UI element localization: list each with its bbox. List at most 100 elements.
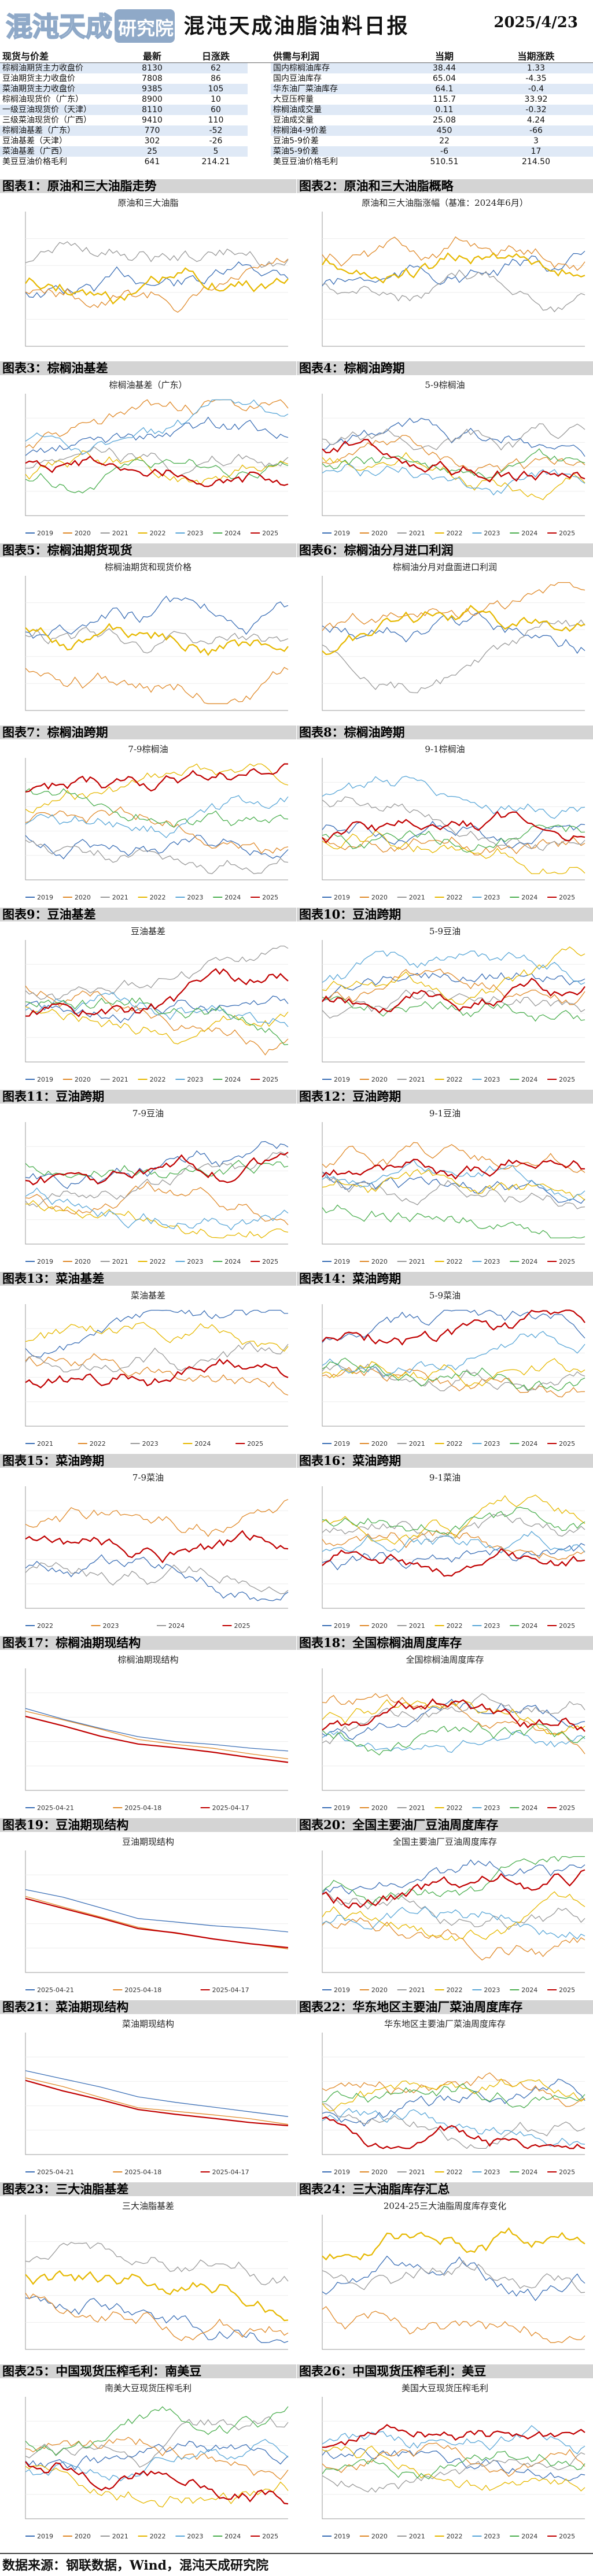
row-label: 菜油5-9价差 <box>271 146 410 157</box>
legend-label: 2022 <box>447 2533 463 2540</box>
column-gap <box>248 62 271 73</box>
legend-label: 2021 <box>37 1440 53 1448</box>
chart-plot: 2025-04-21 2025-04-18 2025-04-17 <box>25 2033 289 2176</box>
series-line <box>25 2270 289 2322</box>
series-line <box>25 2438 289 2482</box>
table-row: 豆油期货主力收盘价 7808 86 国内豆油库存 65.04 -4.35 <box>0 73 593 84</box>
series-line <box>322 1906 585 1940</box>
chart-panel-title: 图表24：三大油脂库存汇总 <box>297 2182 593 2196</box>
row-value: 86 <box>211 73 221 83</box>
row-value: 110 <box>208 115 224 125</box>
chart-plot: 2019 2020 2021 2022 2023 2024 2025 <box>322 758 585 901</box>
chart-panel-title: 图表5：棕榈油期货现货 <box>0 543 296 557</box>
axis <box>25 2033 288 2155</box>
chart-panel-title: 图表9：豆油基差 <box>0 908 296 921</box>
chart-panel-title: 图表20：全国主要油厂豆油周度库存 <box>297 1818 593 1832</box>
series-line <box>25 455 289 487</box>
legend-label: 2023 <box>187 1258 203 1265</box>
series-line <box>322 1543 585 1571</box>
axis <box>25 394 288 516</box>
series-line <box>25 1152 289 1186</box>
table-row: 棕榈油期货主力收盘价 8130 62 国内棕榈油库存 38.44 1.33 <box>0 62 593 73</box>
series-line <box>322 1891 585 1941</box>
axis <box>322 1122 585 1245</box>
chart-body: 2019 2020 2021 2022 2023 2024 2025 全国主要油厂豆油周度库存 <box>297 1832 593 2000</box>
series-line <box>25 623 289 656</box>
legend-label: 2020 <box>75 530 91 537</box>
chart-title: 华东地区主要油厂菜油周度库存 <box>384 2019 506 2029</box>
series-line <box>25 261 289 298</box>
legend-label: 2020 <box>75 1258 91 1265</box>
legend-label: 2022 <box>150 1076 166 1083</box>
axis <box>25 940 288 1063</box>
legend-label: 2022 <box>447 1622 463 1630</box>
chart-title: 南美大豆现货压榨毛利 <box>104 2383 191 2393</box>
column-header: 当期涨跌 <box>479 51 593 63</box>
series-line <box>322 2452 585 2493</box>
chart-panel: 图表17：棕榈油期现结构 2025-04-21 2025-04-18 2025-04-… <box>0 1636 296 1818</box>
row-value: -0.4 <box>479 83 593 94</box>
chart-panel: 图表10：豆油跨期 2019 2020 2021 2022 2023 2024 2025 5-9… <box>297 908 593 1090</box>
series-line <box>322 439 585 483</box>
report-header: 混沌天成 研究院 混沌天成油脂油料日报 2025/4/23 <box>0 0 593 51</box>
chart-title: 7-9棕榈油 <box>128 744 168 754</box>
legend-label: 2020 <box>371 1258 388 1265</box>
axis <box>25 576 288 711</box>
series-line <box>25 2079 289 2126</box>
series-line <box>322 619 585 694</box>
row-value: 10 <box>211 94 221 104</box>
row-label: 三级菜油现货价（广西） <box>2 115 91 125</box>
series-line <box>322 1869 585 1909</box>
series-line <box>322 1367 585 1398</box>
legend-label: 2025 <box>262 1076 278 1083</box>
series-line <box>25 267 289 305</box>
legend-label: 2025-04-21 <box>37 1804 74 1812</box>
row-value: -6 <box>410 146 479 157</box>
chart-title: 棕榈油期现结构 <box>117 1655 179 1665</box>
series-line <box>25 1160 289 1178</box>
series-line <box>322 968 585 1005</box>
series-line <box>322 1731 585 1753</box>
chart-panel: 图表9：豆油基差 2019 2020 2021 2022 2023 2024 2025 豆油基差 <box>0 908 296 1090</box>
series-line <box>25 1181 289 1226</box>
series-line <box>322 978 585 1014</box>
row-value: 64.1 <box>410 83 479 94</box>
series-line <box>322 2423 585 2448</box>
series-line <box>25 458 289 494</box>
series-line <box>322 451 585 501</box>
chart-title: 原油和三大油脂涨幅（基准：2024年6月） <box>362 198 528 208</box>
row-label: 美豆豆油价格毛利 <box>273 157 338 166</box>
legend-label: 2025 <box>262 1258 278 1265</box>
legend-label: 2022 <box>447 1986 463 1994</box>
series-line <box>322 236 585 271</box>
axis <box>322 2033 585 2155</box>
chart-title: 豆油基差 <box>130 926 165 937</box>
column-header: 最新 <box>120 51 184 63</box>
series-line <box>25 2296 289 2344</box>
chart-panel: 图表6：棕榈油分月进口利润 棕榈油分月对盘面进口利润 <box>297 543 593 726</box>
row-value: 450 <box>410 125 479 136</box>
series-line <box>322 2078 585 2112</box>
series-line <box>25 1499 289 1537</box>
legend-label: 2020 <box>371 1804 388 1812</box>
series-line <box>322 1856 585 1906</box>
legend-label: 2024 <box>168 1622 185 1630</box>
legend-label: 2024 <box>224 1076 241 1083</box>
series-line <box>322 1204 585 1239</box>
legend-label: 2023 <box>484 894 500 901</box>
chart-body: 2024-25三大油脂周度库存变化 <box>297 2196 593 2364</box>
chart-panel: 图表7：棕榈油跨期 2019 2020 2021 2022 2023 2024 2025 7-9… <box>0 726 296 908</box>
chart-plot: 2019 2020 2021 2022 2023 2024 2025 <box>322 1486 585 1630</box>
chart-panel: 图表26：中国现货压榨毛利：美豆 2019 2020 2021 2022 2023 2024… <box>297 2364 593 2547</box>
series-line <box>25 795 289 838</box>
row-value: -52 <box>184 125 248 136</box>
series-line <box>322 2451 585 2480</box>
axis <box>322 758 585 880</box>
chart-plot: 2019 2020 2021 2022 2023 2024 2025 <box>322 394 585 537</box>
series-line <box>25 1562 289 1594</box>
legend-label: 2022 <box>150 1258 166 1265</box>
legend-label: 2025 <box>247 1440 263 1448</box>
chart-panel: 图表4：棕榈油跨期 2019 2020 2021 2022 2023 2024 2025 5-9… <box>297 361 593 543</box>
legend-label: 2023 <box>484 1440 500 1448</box>
series-line <box>25 446 289 478</box>
